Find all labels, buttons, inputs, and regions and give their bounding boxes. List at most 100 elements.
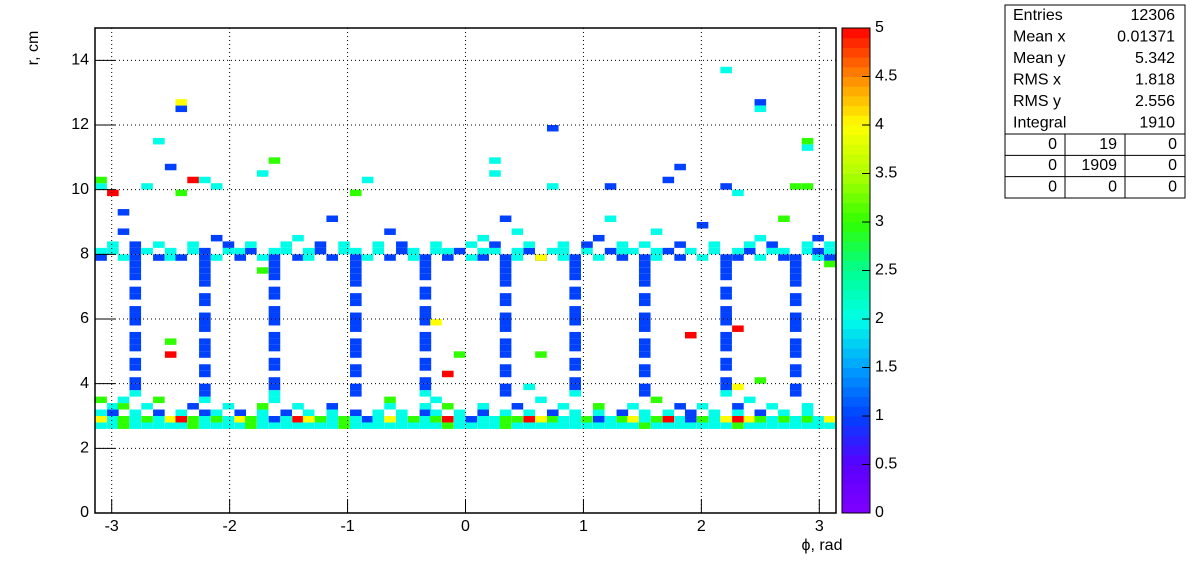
stats-value: 12306: [1131, 7, 1176, 24]
cell: [117, 416, 130, 423]
cell: [268, 306, 281, 313]
cell: [361, 176, 374, 184]
z-tick-label: 2.5: [875, 262, 897, 279]
cell: [268, 273, 281, 281]
cell: [684, 409, 697, 416]
colorbar-step: [842, 319, 870, 330]
cell: [720, 364, 732, 371]
cell: [732, 416, 744, 423]
cell: [465, 241, 478, 248]
cell: [302, 409, 315, 416]
plot-frame: [94, 27, 837, 514]
cell: [350, 260, 362, 268]
colorbar-step: [842, 406, 870, 417]
cell: [129, 273, 142, 281]
colorbar-step: [842, 386, 870, 398]
cell: [511, 416, 524, 423]
colorbar-step: [842, 163, 870, 174]
cell: [268, 254, 281, 261]
cell: [234, 409, 247, 416]
cell: [732, 325, 744, 332]
cell: [581, 422, 593, 429]
cell: [743, 247, 756, 255]
colorbar-step: [842, 338, 870, 349]
cell: [732, 383, 744, 391]
y-tick-label: 10: [71, 181, 89, 198]
cell: [129, 331, 142, 339]
cell: [627, 247, 639, 255]
cell: [361, 254, 374, 261]
cell: [569, 390, 581, 397]
stats-box: [1004, 4, 1186, 199]
cell: [557, 416, 570, 423]
cell: [268, 416, 281, 423]
cell: [107, 403, 119, 410]
colorbar-step: [842, 328, 870, 339]
cell: [396, 416, 408, 423]
cell: [789, 364, 802, 371]
cell: [801, 183, 814, 190]
cell: [153, 241, 165, 248]
cell: [546, 422, 559, 429]
cell: [557, 254, 570, 261]
cell: [419, 286, 432, 294]
colorbar-step: [842, 202, 870, 213]
cell: [268, 260, 281, 268]
cell: [720, 183, 732, 190]
colorbar-step: [842, 377, 870, 388]
cell: [302, 254, 315, 261]
cell: [430, 422, 442, 429]
cell: [187, 176, 199, 184]
cell: [523, 416, 535, 423]
cell: [384, 396, 396, 404]
cell: [419, 416, 432, 423]
cell: [302, 422, 315, 429]
cell: [419, 267, 432, 274]
cell: [164, 254, 177, 261]
cell: [511, 254, 524, 261]
cell: [824, 254, 836, 261]
cell: [256, 170, 269, 177]
cell: [801, 416, 814, 423]
cell: [720, 293, 732, 300]
colorbar-step: [842, 251, 870, 262]
cell: [581, 416, 593, 423]
cell: [117, 422, 130, 429]
cell: [326, 254, 339, 261]
cell: [268, 293, 281, 300]
z-tick-label: 4.5: [875, 68, 897, 85]
stats: Entries 12306 Mean x 0.01371 Mean y 5.342 RMS …: [1005, 7, 1185, 198]
cell: [569, 260, 581, 268]
cell: [569, 344, 581, 352]
colorbar-step: [842, 183, 870, 194]
cell: [129, 383, 142, 391]
cell: [442, 403, 454, 410]
cell: [489, 241, 501, 248]
cell: [453, 416, 466, 423]
cell: [720, 338, 732, 345]
cell: [153, 396, 165, 404]
cell: [350, 267, 362, 274]
cell: [199, 267, 211, 274]
cell: [684, 416, 697, 423]
cell: [141, 247, 153, 255]
cell: [396, 241, 408, 248]
cell: [754, 409, 767, 416]
cell: [789, 422, 802, 429]
cell: [569, 267, 581, 274]
cell: [384, 254, 396, 261]
cell: [117, 396, 130, 404]
cell: [557, 422, 570, 429]
cell: [499, 319, 512, 326]
cell: [268, 344, 281, 352]
colorbar-step: [842, 435, 870, 446]
cell: [453, 422, 466, 429]
cell: [499, 267, 512, 274]
y-tick-label: 14: [71, 52, 89, 69]
cell: [268, 286, 281, 294]
cell: [638, 267, 651, 274]
cell: [350, 247, 362, 255]
cell: [314, 241, 327, 248]
cell: [778, 254, 790, 261]
cell: [153, 137, 165, 145]
